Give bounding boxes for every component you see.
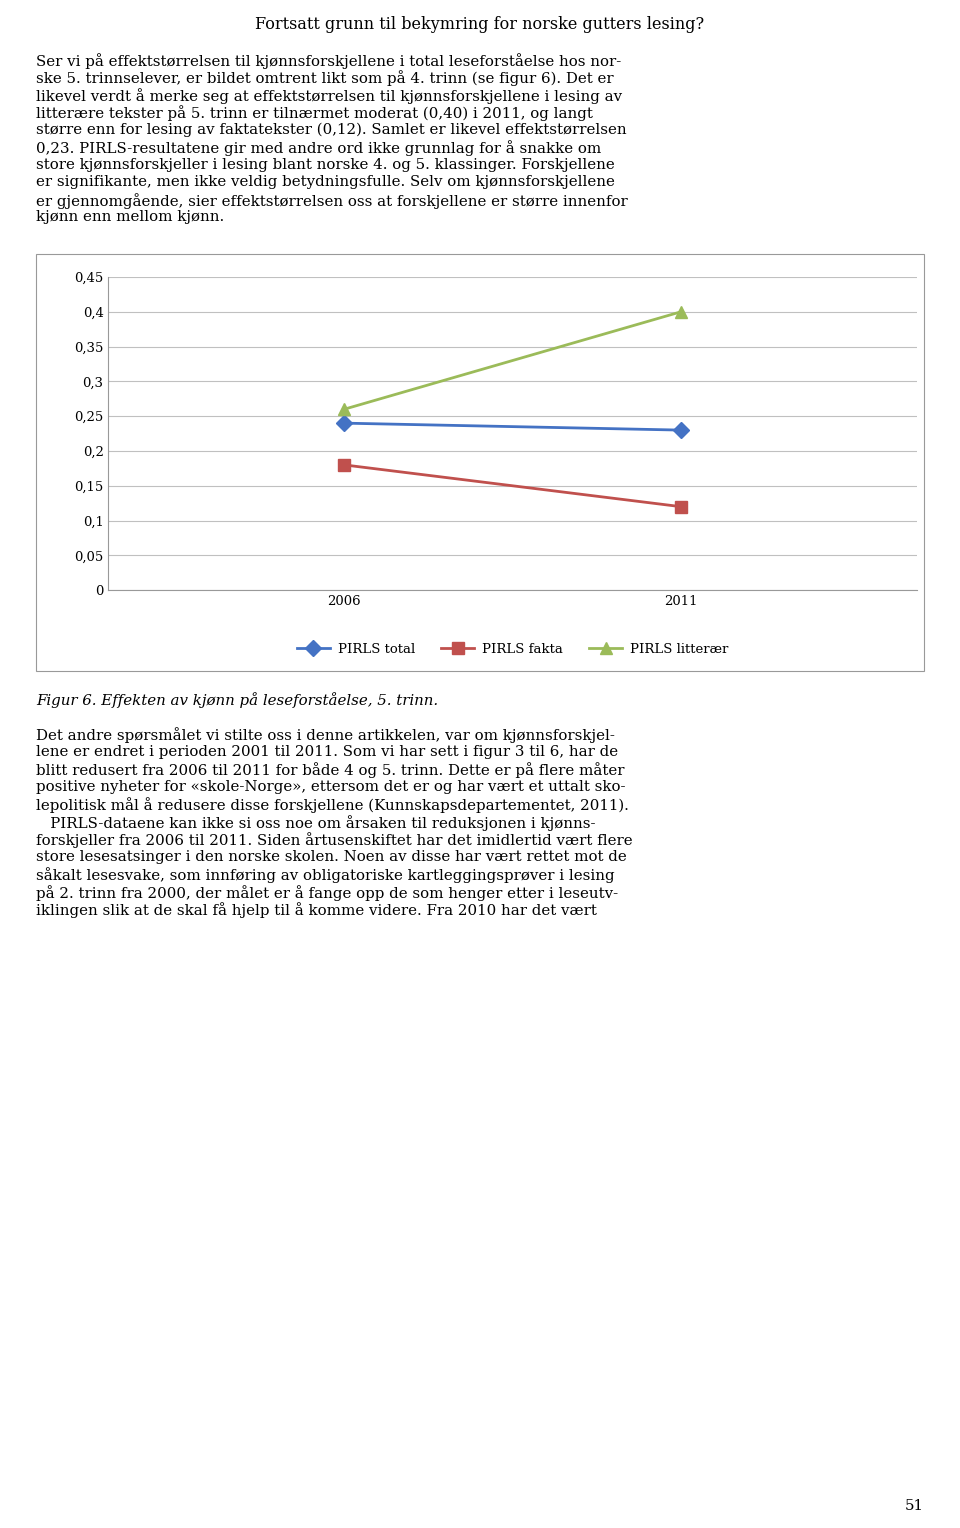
PIRLS total [675, 420, 686, 439]
Text: Ser vi på effektstørrelsen til kjønnsforskjellene i total leseforståelse hos nor: Ser vi på effektstørrelsen til kjønnsfor… [36, 53, 622, 69]
Text: 0,23. PIRLS-resultatene gir med andre ord ikke grunnlag for å snakke om: 0,23. PIRLS-resultatene gir med andre or… [36, 141, 602, 156]
Legend: PIRLS total, PIRLS fakta, PIRLS litterær: PIRLS total, PIRLS fakta, PIRLS litterær [292, 637, 733, 662]
Text: blitt redusert fra 2006 til 2011 for både 4 og 5. trinn. Dette er på flere måter: blitt redusert fra 2006 til 2011 for båd… [36, 762, 625, 778]
Text: kjønn enn mellom kjønn.: kjønn enn mellom kjønn. [36, 211, 225, 225]
Line: PIRLS fakta: PIRLS fakta [339, 460, 686, 512]
Text: store lesesatsinger i den norske skolen. Noen av disse har vært rettet mot de: store lesesatsinger i den norske skolen.… [36, 850, 627, 863]
Text: lepolitisk mål å redusere disse forskjellene (Kunnskapsdepartementet, 2011).: lepolitisk mål å redusere disse forskjel… [36, 798, 630, 813]
Text: forskjeller fra 2006 til 2011. Siden årtusenskiftet har det imidlertid vært fler: forskjeller fra 2006 til 2011. Siden årt… [36, 833, 633, 848]
Text: er gjennomgående, sier effektstørrelsen oss at forskjellene er større innenfor: er gjennomgående, sier effektstørrelsen … [36, 193, 628, 209]
Text: store kjønnsforskjeller i lesing blant norske 4. og 5. klassinger. Forskjellene: store kjønnsforskjeller i lesing blant n… [36, 157, 615, 171]
Text: Det andre spørsmålet vi stilte oss i denne artikkelen, var om kjønnsforskjel-: Det andre spørsmålet vi stilte oss i den… [36, 727, 615, 743]
Text: Fortsatt grunn til bekymring for norske gutters lesing?: Fortsatt grunn til bekymring for norske … [255, 15, 705, 34]
Text: PIRLS-dataene kan ikke si oss noe om årsaken til reduksjonen i kjønns-: PIRLS-dataene kan ikke si oss noe om års… [36, 814, 596, 831]
Text: er signifikante, men ikke veldig betydningsfulle. Selv om kjønnsforskjellene: er signifikante, men ikke veldig betydni… [36, 176, 615, 189]
PIRLS fakta [675, 498, 686, 516]
PIRLS litterær [675, 303, 686, 321]
PIRLS litterær [339, 400, 350, 419]
Line: PIRLS total: PIRLS total [339, 417, 686, 435]
Text: likevel verdt å merke seg at effektstørrelsen til kjønnsforskjellene i lesing av: likevel verdt å merke seg at effektstørr… [36, 87, 623, 104]
Text: ske 5. trinnselever, er bildet omtrent likt som på 4. trinn (se figur 6). Det er: ske 5. trinnselever, er bildet omtrent l… [36, 70, 614, 86]
Text: på 2. trinn fra 2000, der målet er å fange opp de som henger etter i leseutv-: på 2. trinn fra 2000, der målet er å fan… [36, 885, 618, 900]
Text: større enn for lesing av faktatekster (0,12). Samlet er likevel effektstørrelsen: større enn for lesing av faktatekster (0… [36, 122, 627, 138]
Text: litterære tekster på 5. trinn er tilnærmet moderat (0,40) i 2011, og langt: litterære tekster på 5. trinn er tilnærm… [36, 105, 593, 121]
Text: såkalt lesesvake, som innføring av obligatoriske kartleggingsprøver i lesing: såkalt lesesvake, som innføring av oblig… [36, 868, 615, 883]
Text: lene er endret i perioden 2001 til 2011. Som vi har sett i figur 3 til 6, har de: lene er endret i perioden 2001 til 2011.… [36, 744, 618, 759]
Text: 51: 51 [904, 1499, 924, 1513]
Line: PIRLS litterær: PIRLS litterær [339, 306, 686, 414]
Text: iklingen slik at de skal få hjelp til å komme videre. Fra 2010 har det vært: iklingen slik at de skal få hjelp til å … [36, 902, 597, 918]
Text: positive nyheter for «skole-Norge», ettersom det er og har vært et uttalt sko-: positive nyheter for «skole-Norge», ette… [36, 779, 626, 793]
PIRLS total [339, 414, 350, 432]
PIRLS fakta [339, 455, 350, 474]
Text: Figur 6. Effekten av kjønn på leseforståelse, 5. trinn.: Figur 6. Effekten av kjønn på leseforstå… [36, 692, 439, 707]
